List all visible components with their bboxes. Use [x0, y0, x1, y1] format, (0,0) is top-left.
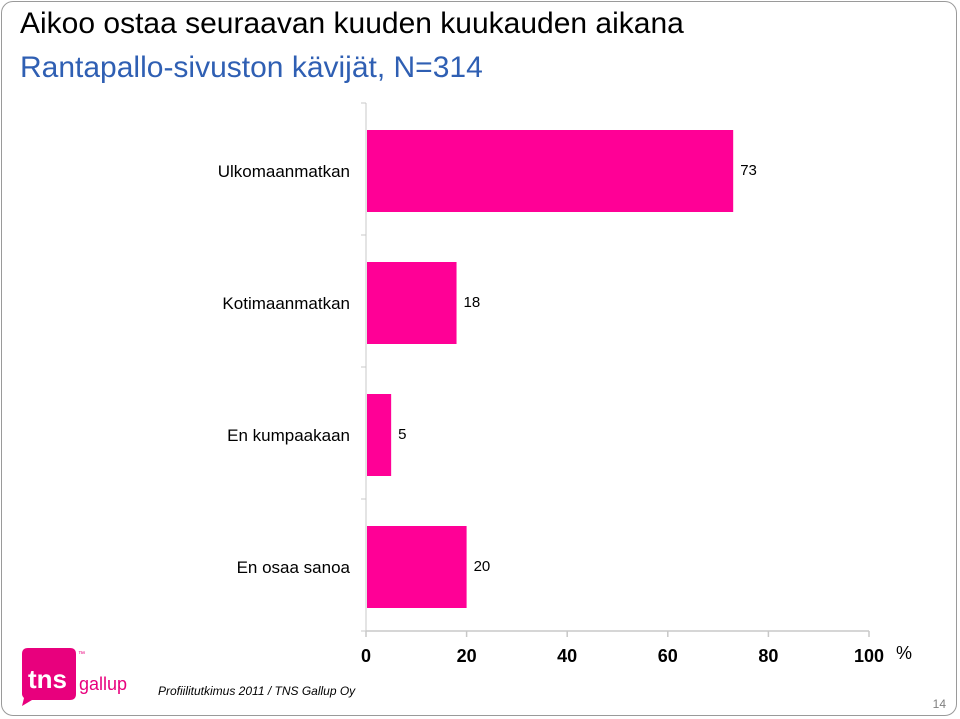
x-tick-label: 100: [854, 646, 884, 666]
x-axis: 0 20 40 60 80 100%: [361, 102, 912, 666]
data-label: 5: [398, 426, 406, 443]
bar-2: [367, 394, 392, 476]
x-tick-label: 80: [758, 646, 778, 666]
x-tick-label: 60: [658, 646, 678, 666]
x-unit-label: %: [896, 643, 912, 663]
bar-0: [367, 130, 734, 212]
footer-source: Profiilitutkimus 2011 / TNS Gallup Oy: [158, 684, 356, 698]
bars-group: Ulkomaanmatkan 73 Kotimaanmatkan 18 En kumpa…: [218, 130, 757, 608]
category-label: En kumpaakaan: [227, 426, 350, 445]
category-label: En osaa sanoa: [237, 558, 351, 577]
data-label: 73: [740, 162, 757, 179]
logo-tm: ™: [78, 651, 85, 658]
data-label: 20: [474, 558, 491, 575]
slide-subtitle: Rantapallo-sivuston kävijät, N=314: [20, 51, 483, 84]
category-label: Kotimaanmatkan: [222, 294, 350, 313]
bar-1: [367, 262, 457, 344]
data-label: 18: [464, 294, 481, 311]
page-number: 14: [932, 697, 946, 711]
slide-title: Aikoo ostaa seuraavan kuuden kuukauden a…: [20, 7, 684, 40]
x-tick-label: 40: [557, 646, 577, 666]
x-tick-label: 0: [361, 646, 371, 666]
category-label: Ulkomaanmatkan: [218, 162, 350, 181]
bar-3: [367, 526, 467, 608]
x-tick-label: 20: [457, 646, 477, 666]
logo-sub-text: gallup: [79, 674, 127, 694]
logo-speech-bubble-icon: [22, 648, 76, 706]
tns-gallup-logo: tns ™ gallup: [18, 648, 128, 706]
logo-brand-text: tns: [28, 664, 67, 694]
